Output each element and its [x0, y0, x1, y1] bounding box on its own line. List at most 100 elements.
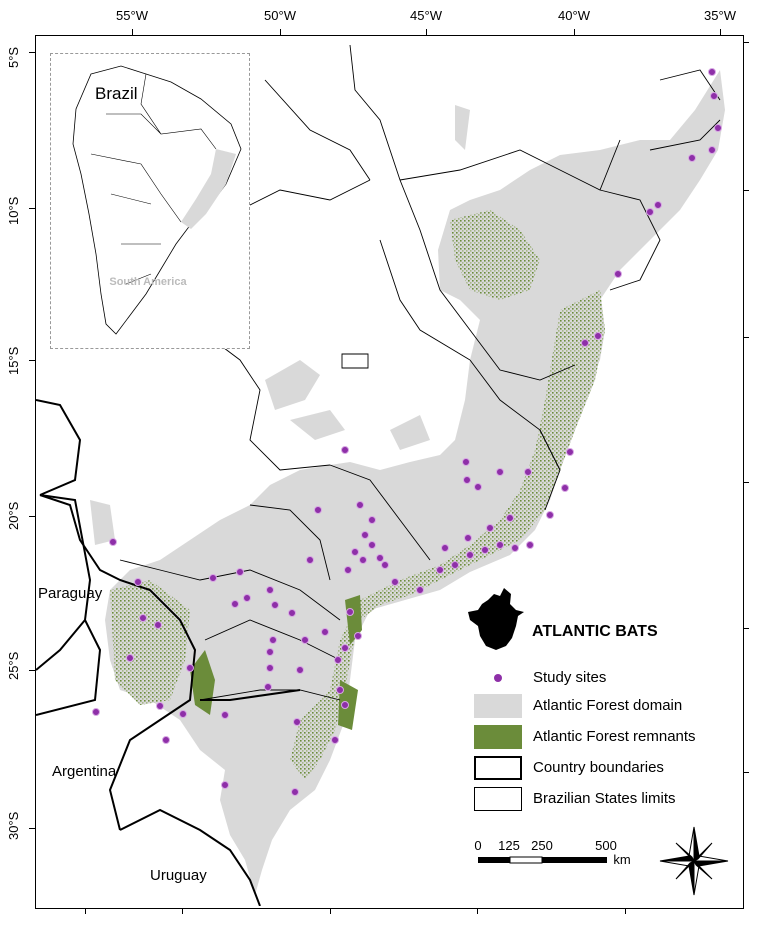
study-site — [506, 514, 514, 522]
scale-unit: km — [613, 852, 631, 867]
study-site — [126, 654, 134, 662]
tick-label-40w: 40°W — [558, 8, 590, 23]
tick-mark — [426, 29, 427, 35]
tick-mark — [574, 29, 575, 35]
study-site — [466, 551, 474, 559]
study-site — [416, 586, 424, 594]
tick-mark — [85, 908, 86, 914]
forest-domain-patch — [290, 410, 345, 440]
forest-domain-patch — [455, 105, 470, 150]
legend-label: Atlantic Forest remnants — [533, 728, 696, 745]
study-site — [231, 600, 239, 608]
study-site — [301, 636, 309, 644]
study-site — [341, 701, 349, 709]
scale-bar: 0 125 250 500 km — [474, 838, 638, 868]
tick-mark — [743, 482, 749, 483]
tick-mark — [29, 52, 35, 53]
study-site — [314, 506, 322, 514]
legend-item-state-limits: Brazilian States limits — [474, 787, 734, 813]
study-site-dot-icon — [494, 674, 502, 682]
study-site — [566, 448, 574, 456]
study-site — [156, 702, 164, 710]
study-site — [714, 124, 722, 132]
study-site — [139, 614, 147, 622]
study-site — [266, 648, 274, 656]
study-site — [391, 578, 399, 586]
study-site — [594, 332, 602, 340]
study-site — [334, 656, 342, 664]
tick-mark — [182, 908, 183, 914]
study-site — [688, 154, 696, 162]
study-site — [710, 92, 718, 100]
study-site — [154, 621, 162, 629]
inset-map — [50, 53, 250, 349]
tick-mark — [743, 42, 749, 43]
legend-swatch-country — [474, 756, 522, 780]
bat-silhouette-icon — [468, 588, 524, 650]
tick-mark — [280, 29, 281, 35]
forest-domain-area — [105, 70, 725, 895]
study-site — [441, 544, 449, 552]
study-site — [368, 541, 376, 549]
tick-label-45w: 45°W — [410, 8, 442, 23]
study-site — [474, 483, 482, 491]
legend-label: Country boundaries — [533, 759, 664, 776]
study-site — [368, 516, 376, 524]
tick-mark — [132, 29, 133, 35]
tick-label-30s: 30°S — [6, 811, 21, 840]
country-label-paraguay: Paraguay — [38, 585, 103, 602]
study-site — [321, 628, 329, 636]
legend-item-forest-remnants: Atlantic Forest remnants — [474, 725, 734, 751]
study-site — [381, 561, 389, 569]
tick-label-55w: 55°W — [116, 8, 148, 23]
study-site — [341, 446, 349, 454]
study-site — [376, 554, 384, 562]
tick-mark — [29, 670, 35, 671]
study-site — [354, 632, 362, 640]
study-site — [359, 556, 367, 564]
tick-label-50w: 50°W — [264, 8, 296, 23]
forest-remnants-area — [450, 210, 540, 300]
study-site — [511, 544, 519, 552]
study-site — [109, 538, 117, 546]
study-site — [288, 609, 296, 617]
forest-domain-patch — [90, 500, 115, 545]
country-label-uruguay: Uruguay — [150, 867, 207, 884]
tick-label-15s: 15°S — [6, 346, 21, 375]
legend-title: ATLANTIC BATS — [532, 623, 658, 640]
study-site — [134, 578, 142, 586]
study-site — [463, 476, 471, 484]
tick-mark — [477, 908, 478, 914]
tick-mark — [743, 190, 749, 191]
study-site — [614, 270, 622, 278]
study-site — [546, 511, 554, 519]
scale-label: 0 — [474, 838, 482, 853]
study-site — [341, 644, 349, 652]
tick-label-25s: 25°S — [6, 651, 21, 680]
study-site — [646, 208, 654, 216]
tick-mark — [29, 360, 35, 361]
forest-remnants-area — [290, 290, 605, 780]
legend-item-study-sites: Study sites — [474, 666, 734, 692]
study-site — [346, 608, 354, 616]
legend-item-country-boundaries: Country boundaries — [474, 756, 734, 782]
south-america-outline — [72, 65, 242, 335]
study-site — [179, 710, 187, 718]
study-site — [526, 541, 534, 549]
study-site — [296, 666, 304, 674]
study-site — [236, 568, 244, 576]
tick-mark — [29, 828, 35, 829]
tick-mark — [743, 337, 749, 338]
legend-swatch-state — [474, 787, 522, 811]
study-site — [462, 458, 470, 466]
study-site — [524, 468, 532, 476]
tick-mark — [743, 628, 749, 629]
legend-swatch-remnants — [474, 725, 522, 749]
study-site — [654, 201, 662, 209]
tick-mark — [330, 908, 331, 914]
study-site — [264, 683, 272, 691]
tick-label-35w: 35°W — [704, 8, 736, 23]
study-site — [336, 686, 344, 694]
tick-mark — [625, 908, 626, 914]
